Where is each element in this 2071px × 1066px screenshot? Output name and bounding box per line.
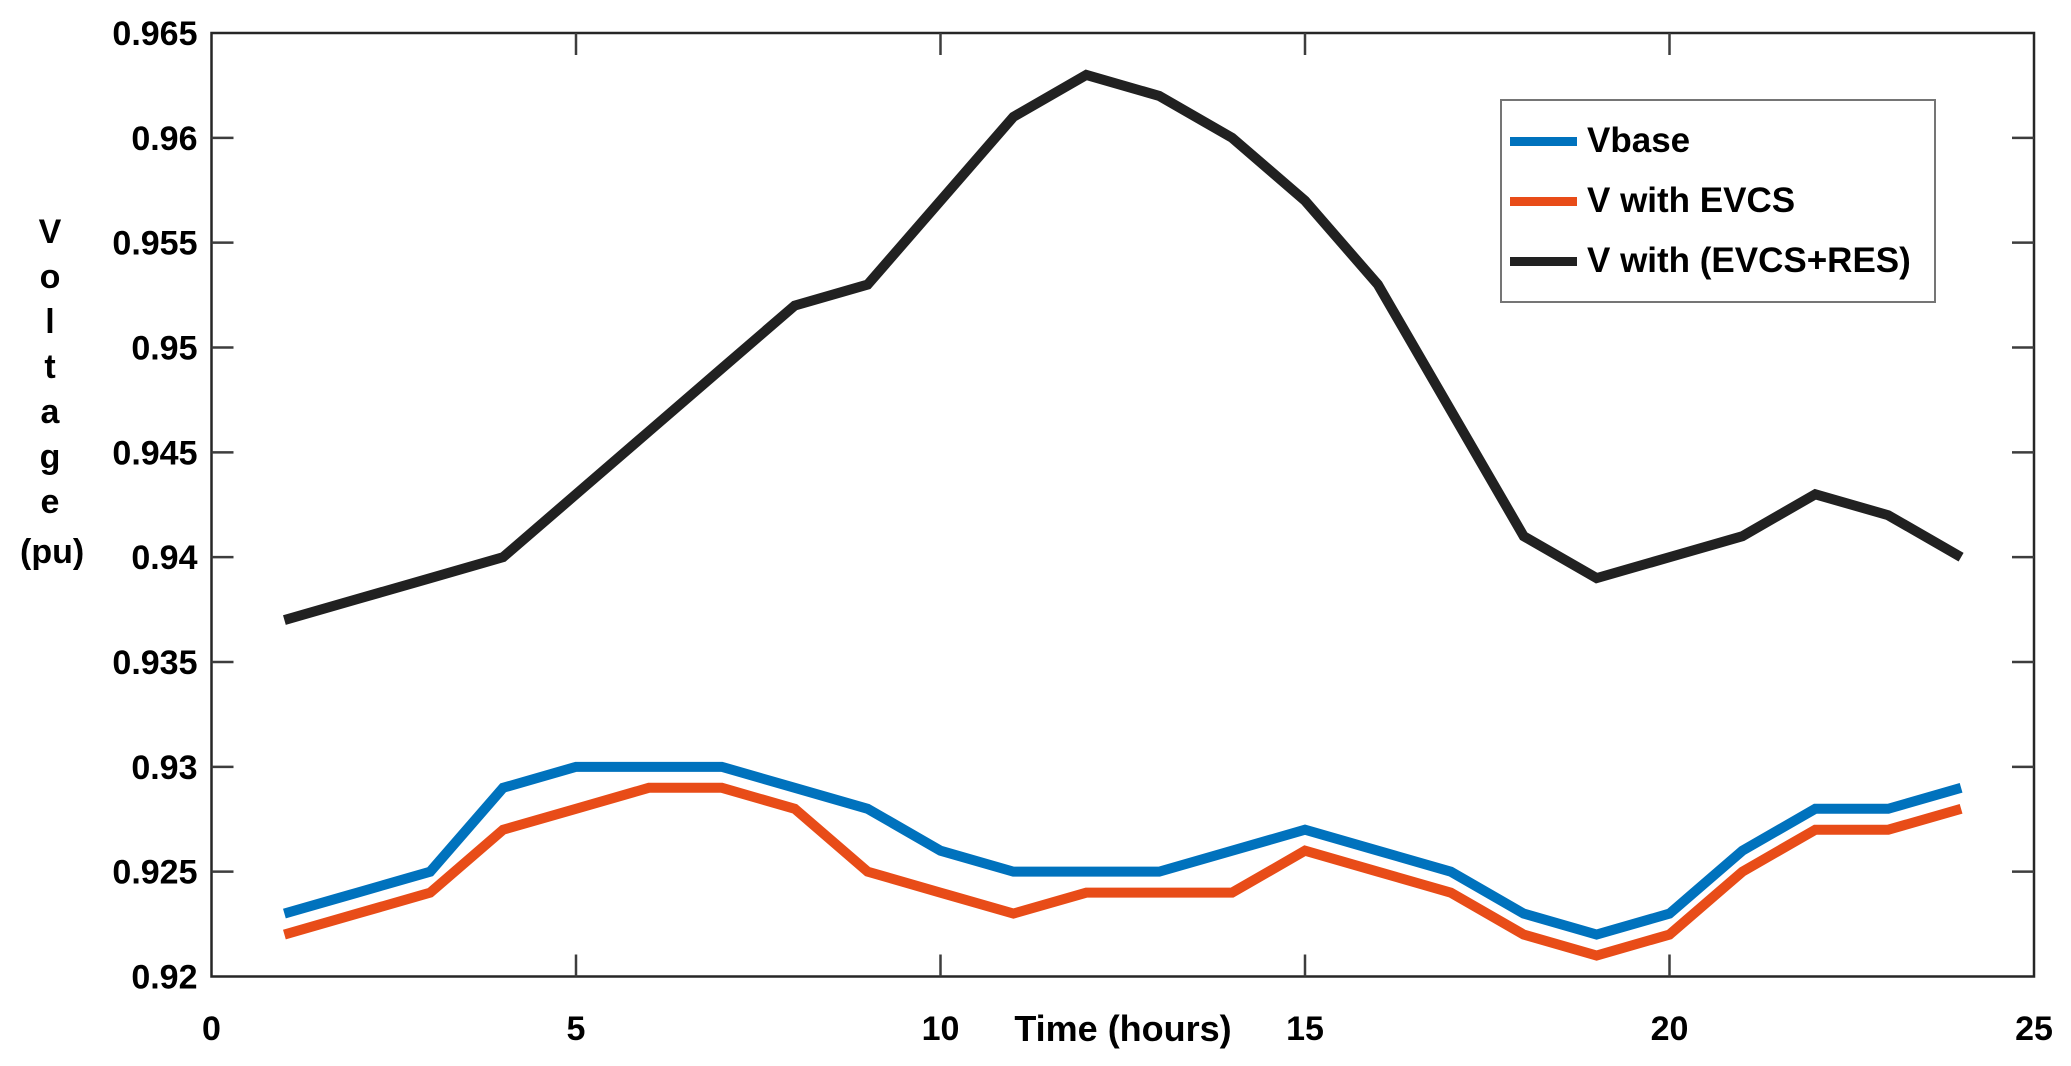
series-line-2 bbox=[283, 69, 1964, 625]
x-tick-label: 20 bbox=[1651, 1010, 1689, 1048]
y-axis-label-letter: g bbox=[39, 438, 61, 476]
y-tick-label: 0.925 bbox=[112, 854, 197, 892]
y-axis-label-letter: o bbox=[39, 258, 61, 296]
y-axis-label-letter: l bbox=[45, 303, 55, 341]
y-axis-unit: (pu) bbox=[20, 533, 85, 571]
y-axis-label-letter: e bbox=[40, 483, 60, 521]
axes-box bbox=[210, 31, 2036, 978]
x-axis-label: Time (hours) bbox=[1014, 1008, 1232, 1049]
y-tick-label: 0.935 bbox=[112, 644, 197, 682]
x-tick-label: 0 bbox=[202, 1010, 221, 1048]
y-tick-label: 0.94 bbox=[131, 539, 197, 577]
legend: Vbase V with EVCS V with (EVCS+RES) bbox=[1500, 99, 1936, 303]
y-tick-label: 0.965 bbox=[112, 15, 197, 53]
legend-label-vbase: Vbase bbox=[1587, 121, 1691, 160]
y-tick-label: 0.92 bbox=[131, 959, 197, 997]
legend-item-evcs: V with EVCS bbox=[1510, 181, 1934, 221]
y-tick-label: 0.955 bbox=[112, 225, 197, 263]
x-tick-label: 10 bbox=[922, 1010, 960, 1048]
y-tick-label: 0.945 bbox=[112, 434, 197, 472]
legend-item-evcs-res: V with (EVCS+RES) bbox=[1510, 241, 1934, 281]
y-tick-label: 0.96 bbox=[131, 120, 197, 158]
legend-label-evcs-res: V with (EVCS+RES) bbox=[1587, 241, 1911, 280]
x-tick-label: 5 bbox=[567, 1010, 586, 1048]
y-axis-label: V o l t a g e (pu) bbox=[20, 210, 85, 572]
y-axis-label-letter: a bbox=[40, 393, 60, 431]
y-axis-label-letter: t bbox=[44, 348, 56, 386]
x-tick-label: 15 bbox=[1286, 1010, 1324, 1048]
y-tick-label: 0.93 bbox=[131, 749, 197, 787]
x-tick-label: 25 bbox=[2015, 1010, 2053, 1048]
series-line-1 bbox=[283, 782, 1963, 961]
legend-item-vbase: Vbase bbox=[1510, 121, 1934, 161]
series-line-0 bbox=[283, 761, 1963, 940]
legend-label-evcs: V with EVCS bbox=[1587, 181, 1796, 220]
y-tick-label: 0.95 bbox=[131, 330, 197, 368]
y-axis-label-letter: V bbox=[38, 213, 62, 251]
legend-swatch-evcs bbox=[1510, 196, 1577, 206]
legend-swatch-evcs-res bbox=[1510, 256, 1577, 266]
legend-swatch-vbase bbox=[1510, 136, 1577, 146]
